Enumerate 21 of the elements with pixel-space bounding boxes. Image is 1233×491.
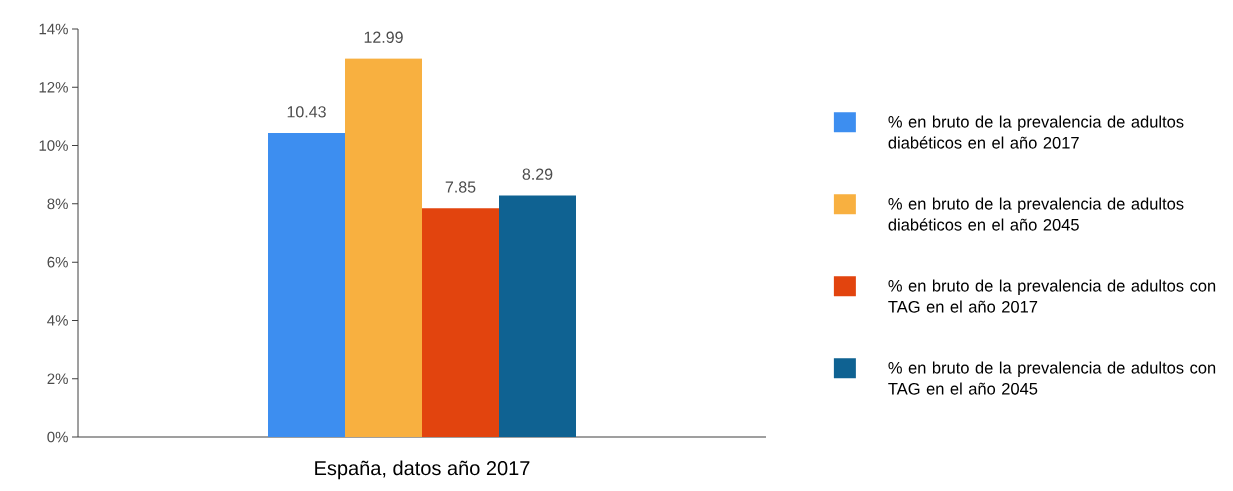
y-tick-label: 8% bbox=[47, 198, 68, 210]
legend-label: % en bruto de la prevalencia de adultos con TAG en el año 2045 bbox=[888, 361, 1216, 395]
data-label: 12.99 bbox=[364, 31, 403, 43]
bar bbox=[268, 133, 346, 437]
legend-label: % en bruto de la prevalencia de adultos con TAG en el año 2017 bbox=[888, 279, 1216, 313]
y-tick-label: 0% bbox=[47, 431, 68, 443]
bar bbox=[345, 58, 423, 437]
x-tick-label: España, datos año 2017 bbox=[315, 460, 530, 480]
legend-label: % en bruto de la prevalencia de adultos diabéticos en el año 2017 bbox=[888, 115, 1184, 149]
legend-label: % en bruto de la prevalencia de adultos diabéticos en el año 2045 bbox=[888, 197, 1184, 231]
bar bbox=[499, 195, 577, 437]
data-label: 10.43 bbox=[287, 106, 326, 118]
data-label: 8.29 bbox=[522, 168, 553, 180]
y-tick-label: 12% bbox=[39, 82, 68, 93]
y-tick-label: 2% bbox=[47, 373, 68, 384]
y-tick-label: 14% bbox=[39, 23, 68, 35]
y-tick-label: 6% bbox=[47, 256, 68, 268]
y-tick-label: 10% bbox=[39, 140, 68, 151]
y-tick-label: 4% bbox=[47, 315, 68, 326]
bar bbox=[422, 208, 500, 437]
data-label: 7.85 bbox=[445, 181, 476, 193]
